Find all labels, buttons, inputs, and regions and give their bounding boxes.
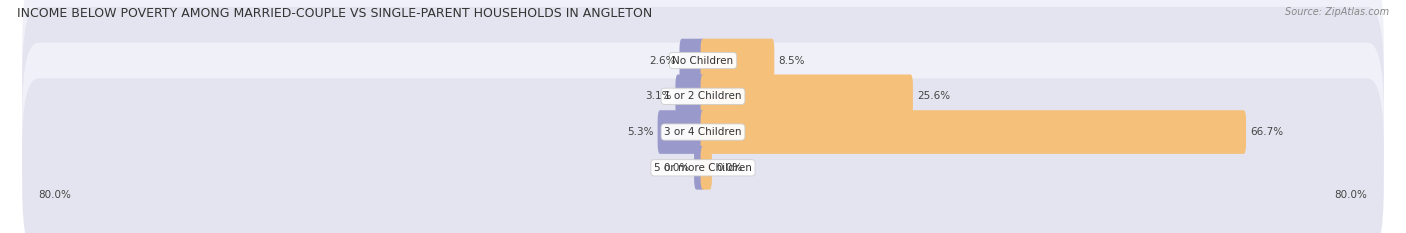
Text: 0.0%: 0.0%	[664, 163, 690, 173]
FancyBboxPatch shape	[700, 146, 711, 190]
FancyBboxPatch shape	[22, 0, 1384, 150]
Text: 5.3%: 5.3%	[627, 127, 654, 137]
FancyBboxPatch shape	[22, 7, 1384, 186]
FancyBboxPatch shape	[700, 75, 912, 118]
FancyBboxPatch shape	[22, 43, 1384, 221]
Text: 0.0%: 0.0%	[716, 163, 742, 173]
FancyBboxPatch shape	[700, 39, 775, 82]
Text: 3 or 4 Children: 3 or 4 Children	[664, 127, 742, 137]
Text: 25.6%: 25.6%	[917, 91, 950, 101]
FancyBboxPatch shape	[700, 110, 1246, 154]
FancyBboxPatch shape	[675, 75, 706, 118]
Text: 80.0%: 80.0%	[38, 190, 72, 200]
Text: 2.6%: 2.6%	[650, 55, 675, 65]
FancyBboxPatch shape	[695, 146, 706, 190]
Text: 1 or 2 Children: 1 or 2 Children	[664, 91, 742, 101]
Text: No Children: No Children	[672, 55, 734, 65]
Text: 66.7%: 66.7%	[1250, 127, 1284, 137]
FancyBboxPatch shape	[679, 39, 706, 82]
FancyBboxPatch shape	[658, 110, 706, 154]
Text: 80.0%: 80.0%	[1334, 190, 1368, 200]
Text: 8.5%: 8.5%	[779, 55, 804, 65]
Text: 5 or more Children: 5 or more Children	[654, 163, 752, 173]
FancyBboxPatch shape	[22, 79, 1384, 233]
Text: Source: ZipAtlas.com: Source: ZipAtlas.com	[1285, 7, 1389, 17]
Text: 3.1%: 3.1%	[645, 91, 672, 101]
Text: INCOME BELOW POVERTY AMONG MARRIED-COUPLE VS SINGLE-PARENT HOUSEHOLDS IN ANGLETO: INCOME BELOW POVERTY AMONG MARRIED-COUPL…	[17, 7, 652, 20]
